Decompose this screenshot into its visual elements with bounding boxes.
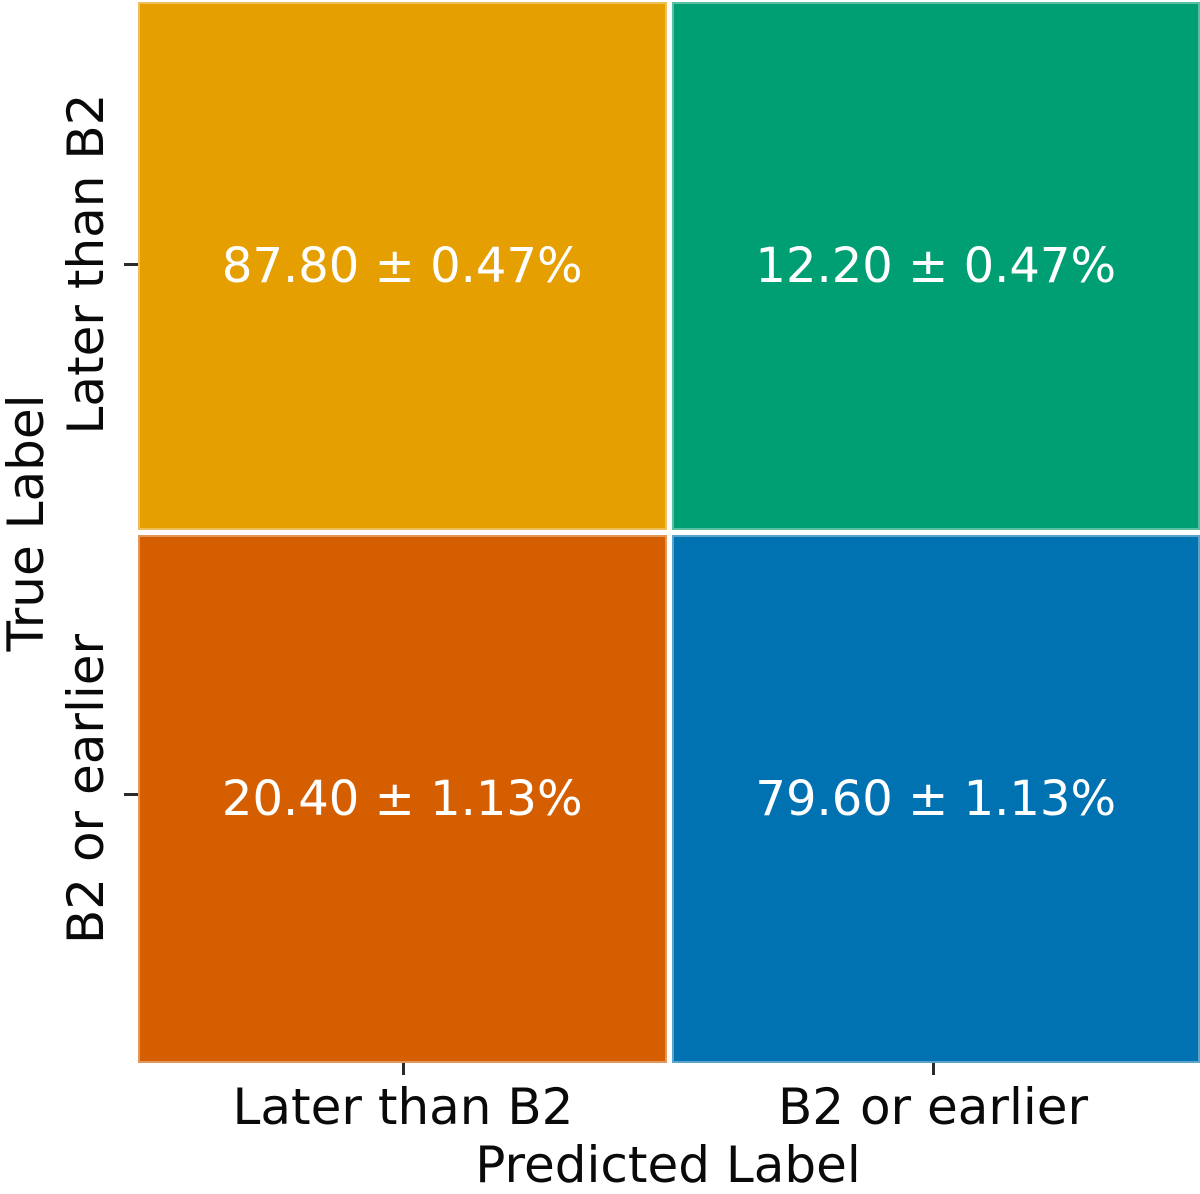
x-tick-label-b2-or-earlier: B2 or earlier (778, 1082, 1088, 1132)
cell-true-later-pred-earlier: 12.20 ± 0.47% (672, 2, 1200, 530)
cell-annotation: 87.80 ± 0.47% (222, 242, 583, 290)
y-tick-label-later-than-b2: Later than B2 (61, 94, 111, 435)
heatmap-plot-area: 87.80 ± 0.47% 12.20 ± 0.47% 20.40 ± 1.13… (138, 2, 1200, 1063)
cell-true-later-pred-later: 87.80 ± 0.47% (138, 2, 667, 530)
y-tick-mark-bottom (124, 793, 138, 796)
cell-annotation: 20.40 ± 1.13% (222, 775, 583, 823)
y-tick-mark-top (124, 263, 138, 266)
x-axis-title: Predicted Label (475, 1140, 861, 1190)
x-tick-mark-left (402, 1063, 405, 1075)
cell-annotation: 12.20 ± 0.47% (755, 242, 1116, 290)
cell-annotation: 79.60 ± 1.13% (755, 775, 1116, 823)
cell-true-earlier-pred-earlier: 79.60 ± 1.13% (672, 535, 1200, 1063)
x-tick-label-later-than-b2: Later than B2 (233, 1082, 574, 1132)
x-tick-mark-right (932, 1063, 935, 1075)
cell-true-earlier-pred-later: 20.40 ± 1.13% (138, 535, 667, 1063)
y-tick-label-b2-or-earlier: B2 or earlier (61, 634, 111, 944)
y-axis-title: True Label (1, 395, 51, 652)
